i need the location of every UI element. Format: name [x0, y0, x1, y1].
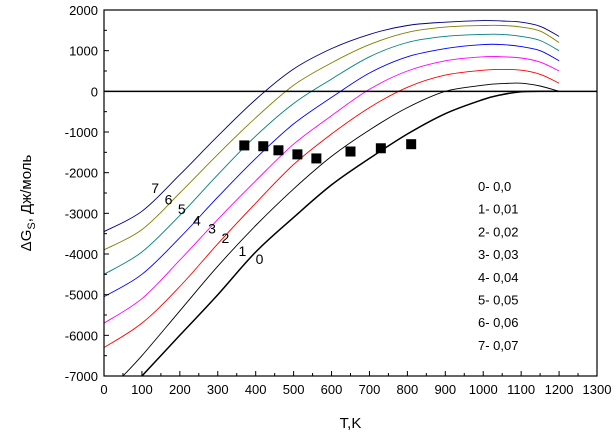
x-tick-label: 400 — [245, 382, 267, 397]
data-marker — [311, 153, 322, 164]
marker-group — [239, 139, 417, 164]
x-tick-label: 700 — [359, 382, 381, 397]
curve-label-1: 1 — [239, 243, 247, 259]
series-line-7 — [104, 20, 560, 232]
y-axis-title: ΔGS, Дж/моль — [18, 155, 38, 252]
legend-entry: 3- 0,03 — [478, 247, 518, 262]
x-tick-label: 900 — [434, 382, 456, 397]
series-line-4 — [104, 43, 560, 298]
x-tick-label: 1200 — [545, 382, 574, 397]
x-tick-label: 800 — [397, 382, 419, 397]
x-tick-label: 0 — [100, 382, 107, 397]
x-tick-label: 100 — [131, 382, 153, 397]
x-tick-label: 600 — [321, 382, 343, 397]
series-line-5 — [104, 33, 560, 275]
x-tick-label: 300 — [207, 382, 229, 397]
axes-group: 0 100 200 300 400 500 600 700 800 900 1000 1100 1200… — [65, 3, 612, 397]
data-marker — [375, 143, 386, 154]
data-marker — [406, 139, 417, 150]
series-line-3 — [104, 55, 560, 324]
curve-label-5: 5 — [178, 201, 186, 217]
x-tick-label: 1000 — [469, 382, 498, 397]
data-marker — [345, 146, 356, 157]
curve-label-2: 2 — [221, 230, 229, 246]
legend-entry: 2- 0,02 — [478, 224, 518, 239]
data-marker — [273, 145, 284, 156]
x-tick-label: 1100 — [507, 382, 535, 397]
y-tick-label: 0 — [91, 84, 98, 99]
x-axis-title: T,K — [340, 415, 362, 432]
y-tick-label: -4000 — [65, 247, 98, 262]
curve-label-0: 0 — [256, 251, 264, 267]
curve-label-6: 6 — [165, 191, 173, 207]
y-tick-label: 2000 — [69, 3, 98, 18]
legend-entry: 4- 0,04 — [478, 270, 518, 285]
series-line-6 — [104, 24, 560, 251]
y-tick-label: 1000 — [69, 44, 98, 59]
y-tick-label: -5000 — [65, 288, 98, 303]
x-tick-label: 1300 — [583, 382, 612, 397]
y-tick-label: -2000 — [65, 166, 98, 181]
y-tick-label: -7000 — [65, 369, 98, 384]
data-marker — [258, 141, 269, 152]
legend-entry: 1- 0,01 — [478, 202, 518, 217]
curve-label-3: 3 — [208, 221, 216, 237]
x-tick-label: 500 — [283, 382, 305, 397]
data-marker — [292, 149, 303, 160]
curve-label-4: 4 — [193, 213, 201, 229]
y-tick-label: -1000 — [65, 125, 98, 140]
y-axis-title-rest: , Дж/моль — [18, 155, 35, 223]
data-marker — [239, 140, 250, 151]
curve-label-7: 7 — [151, 180, 159, 196]
legend-entry: 7- 0,07 — [478, 338, 518, 353]
y-axis-title-main: ΔG — [18, 230, 35, 252]
y-tick-label: -6000 — [65, 328, 98, 343]
y-tick-label: -3000 — [65, 206, 98, 221]
legend: 0- 0,0 1- 0,01 2- 0,02 3- 0,03 4- 0,04 5- 0,0… — [478, 179, 518, 353]
series-line-1 — [122, 82, 560, 376]
x-tick-label: 200 — [169, 382, 191, 397]
series-group — [104, 20, 560, 376]
legend-entry: 0- 0,0 — [478, 179, 511, 194]
y-axis-title-sub: S — [26, 222, 38, 229]
legend-entry: 6- 0,06 — [478, 315, 518, 330]
series-line-2 — [104, 68, 560, 348]
legend-entry: 5- 0,05 — [478, 293, 518, 308]
